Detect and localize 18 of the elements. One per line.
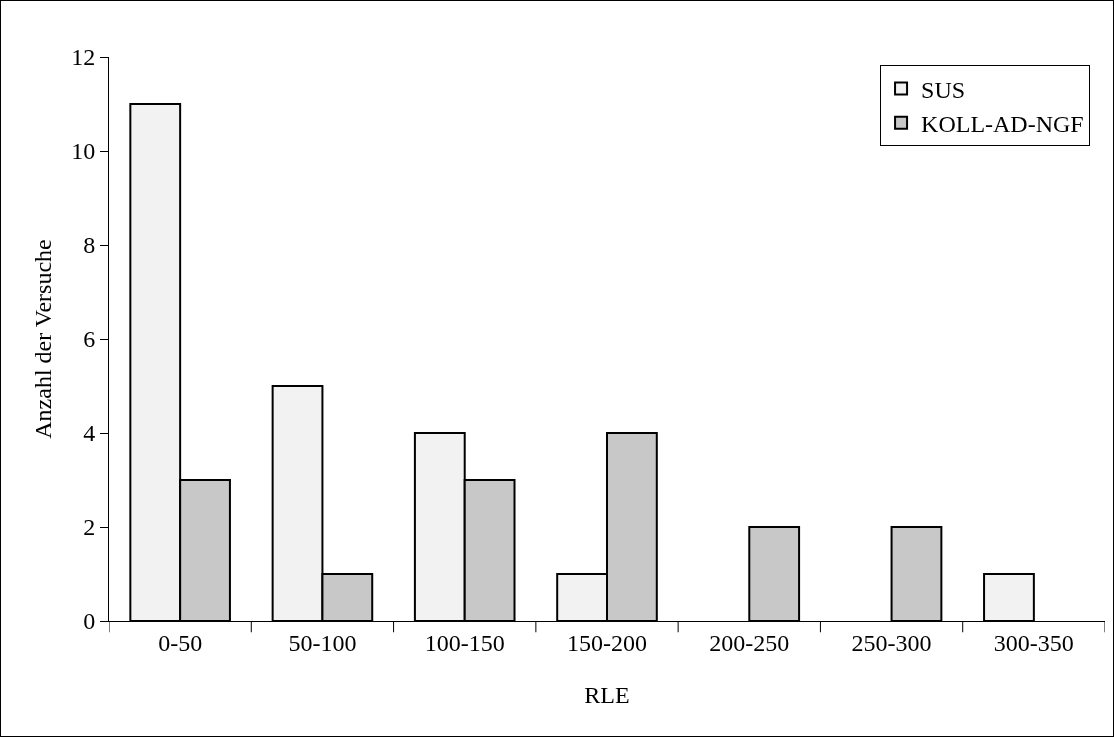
legend-label: KOLL-AD-NGF: [921, 111, 1084, 138]
y-tick-label: 6: [83, 326, 96, 353]
x-tick-label: 300-350: [993, 629, 1074, 656]
x-tick-label: 200-250: [709, 629, 790, 656]
legend-label: SUS: [921, 76, 966, 103]
x-tick-label: 250-300: [851, 629, 932, 656]
y-tick-label: 10: [71, 138, 96, 165]
x-axis-title: RLE: [584, 682, 630, 708]
x-tick-label: 100-150: [424, 629, 505, 656]
y-tick-label: 2: [83, 514, 96, 541]
y-tick-label: 12: [71, 44, 96, 71]
x-tick-label: 50-100: [288, 629, 357, 656]
x-tick-label: 150-200: [567, 629, 647, 656]
y-tick-label: 8: [83, 232, 96, 259]
y-tick-label: 4: [83, 420, 96, 447]
y-axis-title: Anzahl der Versuche: [30, 239, 56, 439]
y-tick-label: 0: [83, 608, 96, 635]
x-tick-label: 0-50: [158, 629, 203, 656]
